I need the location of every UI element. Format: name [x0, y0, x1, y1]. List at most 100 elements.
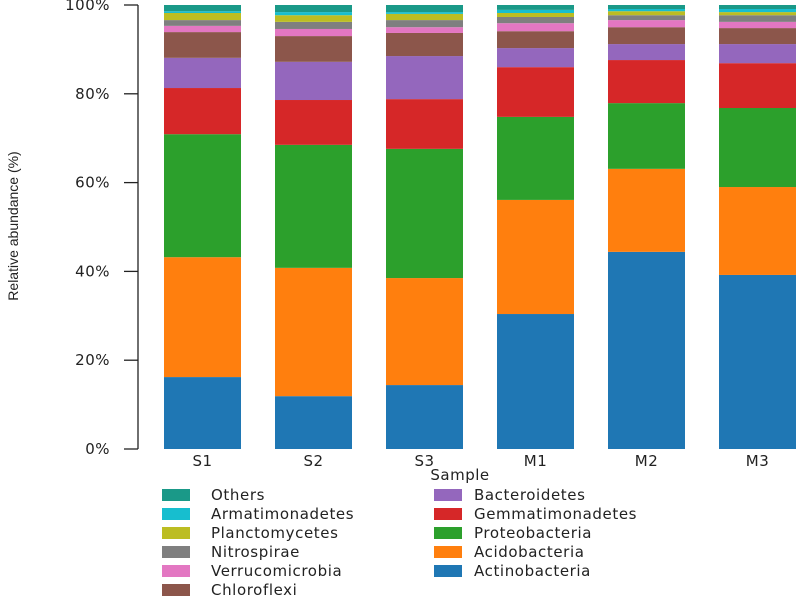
y-tick-label-0: 0%	[85, 440, 110, 458]
bar-segment-m2-proteobacteria	[608, 103, 685, 169]
bar-segment-m2-planctomycetes	[608, 11, 685, 16]
bar-segment-s2-nitrospirae	[275, 21, 352, 29]
bar-segment-m3-planctomycetes	[719, 12, 796, 16]
bar-segment-m1-gemmatimonadetes	[497, 67, 574, 117]
legend-swatch-acidobacteria	[434, 546, 462, 558]
bar-segment-m3-bacteroidetes	[719, 44, 796, 64]
bar-segment-m2-nitrospirae	[608, 15, 685, 21]
bar-segment-m2-armatimonadetes	[608, 8, 685, 12]
bar-s3	[386, 5, 463, 449]
legend-item-actinobacteria: Actinobacteria	[434, 562, 591, 580]
x-tick-label-m3: M3	[746, 452, 770, 470]
legend-label-bacteroidetes: Bacteroidetes	[474, 486, 586, 504]
y-tick-label-80: 80%	[75, 85, 110, 103]
y-tick-label-100: 100%	[65, 0, 110, 14]
bar-segment-s1-planctomycetes	[164, 12, 241, 21]
bar-m3	[719, 5, 796, 449]
bar-segment-m1-actinobacteria	[497, 314, 574, 449]
bar-segment-m3-armatimonadetes	[719, 8, 796, 13]
bar-segment-s1-armatimonadetes	[164, 11, 241, 13]
bar-segment-m2-others	[608, 5, 685, 9]
y-axis-title: Relative abundance (%)	[5, 151, 21, 300]
bar-segment-s1-verrucomicrobia	[164, 25, 241, 33]
bar-segment-m1-planctomycetes	[497, 12, 574, 17]
bar-segment-s3-nitrospirae	[386, 20, 463, 28]
bar-segment-s3-gemmatimonadetes	[386, 99, 463, 149]
bar-segment-m3-chloroflexi	[719, 28, 796, 45]
legend-label-others: Others	[211, 486, 265, 504]
bar-segment-m1-bacteroidetes	[497, 48, 574, 68]
bar-segment-s1-bacteroidetes	[164, 57, 241, 89]
bar-segment-m1-nitrospirae	[497, 16, 574, 24]
bar-segment-s3-verrucomicrobia	[386, 27, 463, 33]
legend-swatch-gemmatimonadetes	[434, 508, 462, 520]
legend-item-nitrospirae: Nitrospirae	[162, 543, 299, 561]
bar-m1	[497, 5, 574, 449]
legend-item-gemmatimonadetes: Gemmatimonadetes	[434, 505, 637, 523]
bar-segment-s1-others	[164, 5, 241, 12]
legend-label-planctomycetes: Planctomycetes	[211, 524, 339, 542]
bar-segment-s3-acidobacteria	[386, 278, 463, 386]
legend-swatch-planctomycetes	[162, 527, 190, 539]
y-tick-label-60: 60%	[75, 174, 110, 192]
bar-segment-s2-gemmatimonadetes	[275, 100, 352, 145]
legend-swatch-proteobacteria	[434, 527, 462, 539]
bar-segment-s2-bacteroidetes	[275, 61, 352, 101]
bar-segment-s1-acidobacteria	[164, 257, 241, 378]
bar-segment-m3-acidobacteria	[719, 187, 796, 275]
bar-segment-m1-acidobacteria	[497, 199, 574, 315]
bar-segment-s2-proteobacteria	[275, 144, 352, 268]
bar-segment-m2-actinobacteria	[608, 251, 685, 449]
bar-segment-m1-verrucomicrobia	[497, 23, 574, 32]
bar-segment-s3-proteobacteria	[386, 148, 463, 279]
bar-segment-s3-chloroflexi	[386, 32, 463, 57]
bar-segment-s2-others	[275, 5, 352, 13]
x-tick-label-s1: S1	[192, 452, 212, 470]
bar-segment-s2-acidobacteria	[275, 267, 352, 397]
bar-s2	[275, 5, 352, 449]
x-tick-label-s2: S2	[303, 452, 323, 470]
bar-segment-s2-armatimonadetes	[275, 12, 352, 16]
legend-swatch-actinobacteria	[434, 565, 462, 577]
y-axis: 0% 20% 40% 60% 80% 100%	[65, 0, 139, 458]
bar-segment-s1-proteobacteria	[164, 134, 241, 258]
legend-label-proteobacteria: Proteobacteria	[474, 524, 592, 542]
x-tick-labels: S1 S2 S3 M1 M2 M3	[192, 452, 770, 470]
bar-m2	[608, 5, 685, 449]
x-tick-label-s3: S3	[414, 452, 434, 470]
legend-item-chloroflexi: Chloroflexi	[162, 581, 297, 599]
bar-segment-m2-chloroflexi	[608, 27, 685, 45]
bar-segment-s1-actinobacteria	[164, 377, 241, 449]
legend-item-planctomycetes: Planctomycetes	[162, 524, 339, 542]
bars-group	[164, 5, 796, 449]
bar-segment-m3-others	[719, 5, 796, 9]
bar-segment-s3-planctomycetes	[386, 13, 463, 21]
legend-label-gemmatimonadetes: Gemmatimonadetes	[474, 505, 637, 523]
legend-label-chloroflexi: Chloroflexi	[211, 581, 297, 599]
bar-segment-s3-armatimonadetes	[386, 12, 463, 14]
x-tick-label-m2: M2	[635, 452, 659, 470]
bar-segment-m2-verrucomicrobia	[608, 20, 685, 28]
legend-label-armatimonadetes: Armatimonadetes	[211, 505, 354, 523]
legend-item-proteobacteria: Proteobacteria	[434, 524, 592, 542]
y-tick-label-40: 40%	[75, 262, 110, 280]
bar-segment-s2-actinobacteria	[275, 396, 352, 449]
legend-item-bacteroidetes: Bacteroidetes	[434, 486, 586, 504]
legend-swatch-bacteroidetes	[434, 489, 462, 501]
bar-segment-m1-proteobacteria	[497, 116, 574, 200]
bar-segment-m1-others	[497, 5, 574, 10]
bar-segment-m3-actinobacteria	[719, 274, 796, 449]
bar-segment-s1-gemmatimonadetes	[164, 88, 241, 135]
bar-segment-m3-proteobacteria	[719, 108, 796, 188]
bar-segment-m1-armatimonadetes	[497, 9, 574, 13]
legend-swatch-chloroflexi	[162, 584, 190, 596]
legend-swatch-nitrospirae	[162, 546, 190, 558]
bar-segment-m2-bacteroidetes	[608, 44, 685, 61]
legend-label-actinobacteria: Actinobacteria	[474, 562, 591, 580]
y-tick-label-20: 20%	[75, 351, 110, 369]
bar-segment-s2-chloroflexi	[275, 36, 352, 62]
bar-segment-m2-gemmatimonadetes	[608, 60, 685, 104]
legend-item-others: Others	[162, 486, 265, 504]
bar-segment-m1-chloroflexi	[497, 31, 574, 49]
